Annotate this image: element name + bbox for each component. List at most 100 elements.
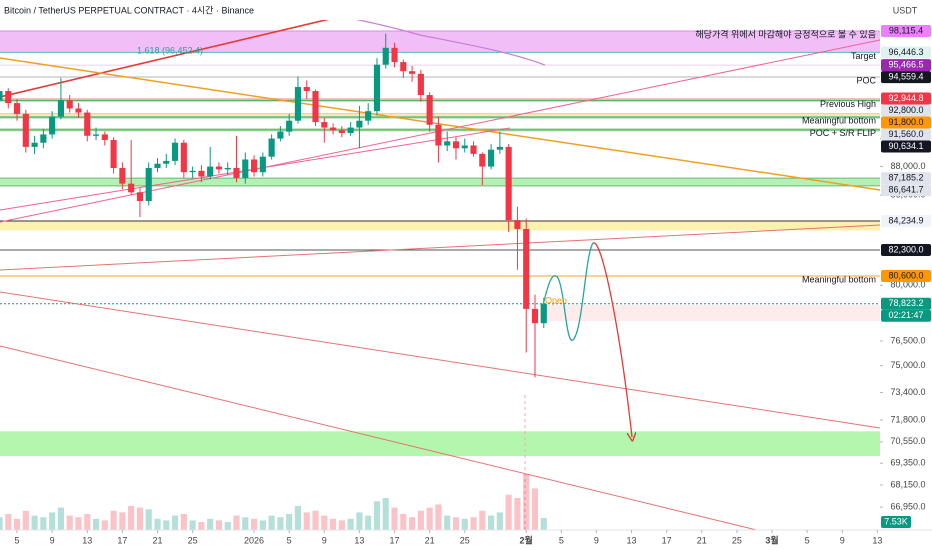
- fib-label: 1.618 (96,452.4): [137, 45, 203, 55]
- candle-body: [294, 87, 302, 121]
- candle-body: [505, 146, 512, 221]
- volume-bar: [145, 509, 152, 530]
- candle-body: [22, 113, 29, 147]
- volume-bar: [391, 507, 398, 530]
- volume-bar: [277, 517, 284, 530]
- candle-body: [356, 120, 363, 128]
- candle-body: [514, 220, 521, 229]
- price-label: 91,800.0: [888, 117, 923, 127]
- candle-body: [171, 142, 179, 161]
- price-label-box: [881, 46, 931, 59]
- candle-body: [426, 95, 433, 125]
- x-tick-label: 13: [627, 535, 637, 545]
- zone: [0, 221, 880, 231]
- volume-bar: [373, 501, 381, 530]
- volume-bar: [365, 515, 372, 530]
- volume-bar: [163, 520, 170, 530]
- x-tick-label: 25: [732, 535, 742, 545]
- candle-body: [242, 159, 249, 178]
- volume-bar: [531, 488, 539, 530]
- volume-bar: [128, 506, 135, 530]
- candle-body: [49, 116, 56, 135]
- volume-bar: [540, 517, 547, 530]
- price-label-box: [881, 25, 931, 38]
- candle-body: [479, 153, 486, 167]
- volume-bar: [312, 510, 319, 530]
- candle-body: [444, 141, 451, 146]
- price-label: 98,115.4: [889, 25, 923, 35]
- x-tick-label: 21: [697, 535, 707, 545]
- candle-body: [215, 166, 223, 170]
- level-note: POC: [856, 75, 876, 85]
- price-label: 87,185.2: [888, 173, 923, 183]
- candle-body: [303, 87, 310, 92]
- x-tick-label: 5: [15, 535, 20, 545]
- volume-bar: [338, 520, 345, 530]
- y-tick-label: 71,800.0: [890, 414, 925, 424]
- volume-bar: [207, 518, 214, 530]
- x-tick-label: 9: [594, 535, 599, 545]
- x-tick-label: 21: [425, 535, 435, 545]
- price-label-box: [881, 184, 931, 197]
- y-tick-label: 76,500.0: [890, 335, 925, 345]
- price-label-box: [881, 172, 931, 185]
- candle-body: [330, 127, 337, 131]
- candle-body: [286, 120, 293, 132]
- projection: [542, 242, 632, 437]
- candle-body: [180, 142, 187, 173]
- candle-body: [488, 149, 495, 167]
- candle-body: [110, 139, 117, 168]
- candle-body: [84, 112, 91, 136]
- volume-bar: [286, 514, 293, 530]
- volume-bar: [13, 518, 21, 530]
- volume-bar: [470, 517, 477, 530]
- price-label: 78,823.2: [888, 298, 923, 308]
- candle-body: [417, 73, 424, 96]
- price-label: 90,634.1: [888, 141, 923, 151]
- volume-bar: [294, 506, 302, 530]
- candle-body: [119, 167, 126, 184]
- candle-body: [101, 134, 108, 140]
- candle-body: [224, 167, 231, 170]
- candle-body: [233, 167, 240, 178]
- zone: [0, 178, 880, 186]
- x-tick-label: 13: [872, 535, 882, 545]
- price-label: 92,800.0: [888, 105, 923, 115]
- volume-label: 7.53K: [884, 516, 908, 526]
- volume-bar: [417, 510, 424, 530]
- volume-bar: [330, 518, 337, 530]
- candle-body: [470, 145, 477, 154]
- price-label-box: [881, 104, 931, 117]
- candle-body: [75, 108, 82, 113]
- y-tick-label: 70,550.0: [890, 436, 925, 446]
- open-label: Open: [545, 295, 567, 305]
- candle-body: [13, 103, 21, 114]
- volume-bar: [198, 522, 205, 530]
- volume-bar: [452, 517, 460, 530]
- volume-bar: [171, 515, 179, 530]
- candle-body: [189, 170, 196, 173]
- candles: [0, 33, 547, 530]
- price-label-box: [881, 269, 931, 282]
- price-label-box: [881, 243, 931, 256]
- volume-bar: [514, 498, 521, 530]
- price-label: 86,641.7: [888, 185, 923, 195]
- trend-line: [0, 20, 329, 98]
- volume-bar: [189, 520, 196, 530]
- volume-bar: [119, 512, 126, 530]
- price-label: 84,234.9: [888, 215, 923, 225]
- candle-body: [92, 134, 100, 136]
- candle-body: [382, 47, 389, 65]
- volume-bar: [110, 510, 117, 530]
- projection-path: [592, 242, 632, 437]
- candle-body: [5, 91, 12, 104]
- countdown-box: [881, 309, 931, 322]
- candle-body: [66, 100, 73, 109]
- volume-bar: [5, 514, 12, 530]
- y-tick-label: 68,150.0: [890, 479, 925, 489]
- x-tick-label: 5: [559, 535, 564, 545]
- y-tick-label: 66,950.0: [890, 501, 925, 511]
- volume-bar: [31, 515, 38, 530]
- x-tick-label: 21: [152, 535, 162, 545]
- candle-body: [259, 156, 266, 173]
